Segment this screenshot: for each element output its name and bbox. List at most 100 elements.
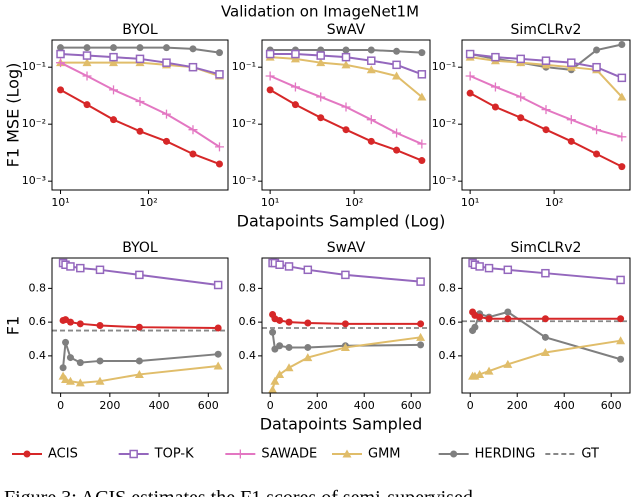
marker [136, 44, 144, 52]
marker [57, 86, 65, 94]
marker [95, 376, 105, 385]
marker [341, 320, 349, 328]
marker [490, 82, 500, 92]
marker [485, 315, 493, 323]
marker [542, 126, 550, 134]
y-tick-label: 10⁻¹ [22, 60, 46, 73]
marker [617, 73, 627, 83]
axes-frame [51, 257, 229, 394]
marker [541, 268, 550, 278]
plot-area [52, 258, 228, 387]
marker [213, 361, 223, 370]
marker [76, 320, 84, 328]
y-tick-label: 10⁻³ [22, 174, 46, 187]
marker [341, 270, 350, 280]
marker [214, 142, 224, 152]
marker [284, 262, 294, 271]
marker [465, 71, 475, 81]
y-axis-label: F1 [4, 316, 23, 335]
marker [76, 263, 85, 273]
marker [367, 46, 375, 54]
marker [56, 58, 66, 68]
plot-area [262, 258, 430, 393]
marker [316, 51, 325, 60]
marker [393, 47, 401, 55]
marker [59, 364, 67, 372]
x-tick-label: 200 [99, 399, 120, 412]
panel-title: SimCLRv2 [511, 240, 582, 256]
marker [135, 270, 144, 280]
legend-label: GMM [368, 447, 401, 462]
marker [491, 103, 499, 111]
marker [417, 320, 425, 328]
marker [475, 369, 485, 378]
marker [75, 378, 85, 387]
marker [66, 354, 74, 362]
marker [503, 265, 513, 275]
marker [541, 333, 549, 341]
y-axis-label: F1 MSE (Log) [4, 63, 23, 168]
marker [214, 324, 222, 332]
marker [110, 44, 118, 52]
marker [96, 357, 104, 365]
marker [475, 262, 484, 271]
marker [541, 105, 551, 115]
marker [215, 160, 223, 168]
marker [418, 49, 426, 57]
plot-area [56, 44, 224, 168]
x-tick-label: 10² [139, 196, 157, 209]
panel-title: SwAV [327, 22, 366, 38]
marker [135, 54, 145, 64]
x-tick-label: 0 [467, 399, 474, 412]
marker [516, 92, 526, 102]
marker [476, 313, 484, 321]
marker [162, 58, 171, 67]
marker [504, 315, 512, 323]
marker [56, 49, 65, 59]
marker [304, 319, 312, 327]
marker [567, 58, 576, 67]
plot-area [265, 46, 427, 165]
marker [82, 71, 92, 81]
marker [392, 71, 402, 80]
marker [341, 102, 351, 112]
caption: Figure 3: ACIS estimates the F1 scores o… [4, 487, 473, 497]
x-axis-label: Datapoints Sampled (Log) [237, 212, 446, 231]
x-tick-label: 200 [307, 399, 328, 412]
y-tick-label: 0.6 [29, 315, 47, 328]
legend-marker [450, 450, 458, 458]
y-tick-label: 0.8 [439, 281, 457, 294]
marker [213, 280, 223, 290]
series-line [472, 339, 621, 378]
marker [303, 265, 313, 275]
marker [366, 65, 376, 74]
legend-marker [235, 449, 245, 459]
marker [341, 52, 351, 62]
legend-label: HERDING [475, 447, 536, 462]
marker [618, 41, 626, 49]
marker [276, 316, 284, 324]
panel-title: SwAV [327, 240, 366, 256]
y-tick-label: 10⁻³ [232, 174, 256, 187]
marker [592, 125, 602, 135]
marker [285, 343, 293, 351]
marker [270, 376, 280, 385]
y-tick-label: 10⁻³ [432, 174, 456, 187]
marker [567, 137, 575, 145]
marker [517, 114, 525, 122]
marker [135, 357, 143, 365]
x-tick-label: 400 [149, 399, 170, 412]
marker [265, 71, 275, 81]
marker [592, 62, 601, 72]
x-tick-label: 0 [267, 399, 274, 412]
marker [471, 323, 479, 331]
marker [269, 328, 277, 336]
marker [316, 58, 326, 67]
marker [341, 60, 351, 69]
y-tick-label: 0.4 [439, 349, 457, 362]
marker [83, 101, 91, 109]
panel-title: BYOL [122, 22, 158, 38]
marker [465, 49, 475, 59]
x-tick-label: 600 [198, 399, 219, 412]
